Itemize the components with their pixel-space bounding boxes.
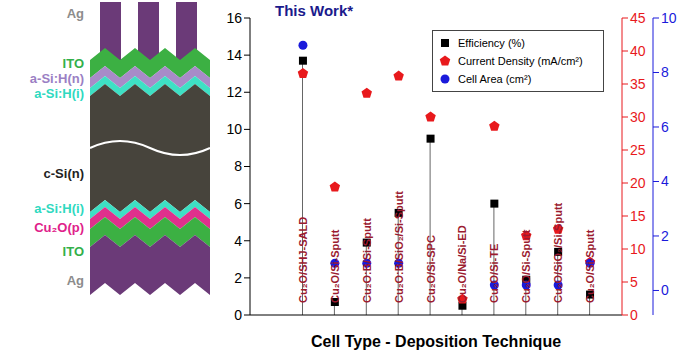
svg-text:a-Si:H(i): a-Si:H(i) <box>34 86 84 101</box>
svg-text:10: 10 <box>226 121 242 137</box>
svg-text:Cu₂O/Si-Sputt: Cu₂O/Si-Sputt <box>329 229 341 303</box>
svg-text:Cu₂O/Si-SPC: Cu₂O/Si-SPC <box>425 235 437 303</box>
svg-text:12: 12 <box>226 84 242 100</box>
svg-text:Cu₂O/Si-Sputt: Cu₂O/Si-Sputt <box>520 229 532 303</box>
svg-text:Cu₂O/SHJ-SALD: Cu₂O/SHJ-SALD <box>297 217 309 303</box>
svg-text:Ag: Ag <box>67 6 84 21</box>
html-text:This Work*: This Work* <box>275 2 354 19</box>
svg-text:Cu₂O/SiO₂/Si-Sputt: Cu₂O/SiO₂/Si-Sputt <box>552 202 564 303</box>
svg-text:ITO: ITO <box>63 56 84 71</box>
svg-text:35: 35 <box>630 76 646 92</box>
svg-text:4: 4 <box>661 173 669 189</box>
svg-text:c-Si(n): c-Si(n) <box>44 166 84 181</box>
svg-text:a-Si:H(i): a-Si:H(i) <box>34 201 84 216</box>
svg-text:6: 6 <box>234 196 242 212</box>
svg-text:20: 20 <box>630 175 646 191</box>
svg-text:Cu₂O/Na/Si-ED: Cu₂O/Na/Si-ED <box>456 225 468 303</box>
svg-text:6: 6 <box>661 119 669 135</box>
svg-text:Cell Type - Deposition Techniq: Cell Type - Deposition Technique <box>311 333 561 350</box>
svg-text:15: 15 <box>630 208 646 224</box>
html-text:Current Density (mA/cm²): Current Density (mA/cm²) <box>458 55 583 67</box>
svg-text:Ag: Ag <box>67 273 84 288</box>
svg-text:Cu₂O/Si-TE: Cu₂O/Si-TE <box>488 244 500 303</box>
svg-text:10: 10 <box>630 241 646 257</box>
svg-text:0: 0 <box>234 307 242 323</box>
svg-text:5: 5 <box>630 274 638 290</box>
svg-text:a-Si:H(n): a-Si:H(n) <box>30 71 84 86</box>
svg-text:2: 2 <box>234 270 242 286</box>
svg-text:14: 14 <box>226 47 242 63</box>
svg-text:16: 16 <box>226 10 242 26</box>
svg-text:45: 45 <box>630 10 646 26</box>
svg-text:25: 25 <box>630 142 646 158</box>
svg-text:0: 0 <box>630 307 638 323</box>
svg-text:30: 30 <box>630 109 646 125</box>
svg-text:2: 2 <box>661 228 669 244</box>
svg-text:8: 8 <box>234 158 242 174</box>
html-text:Cell Area (cm²): Cell Area (cm²) <box>458 73 532 85</box>
svg-text:10: 10 <box>661 10 677 26</box>
svg-text:8: 8 <box>661 64 669 80</box>
svg-text:40: 40 <box>630 43 646 59</box>
svg-text:Cu₂O/Si-Sputt: Cu₂O/Si-Sputt <box>584 229 596 303</box>
svg-text:Cu₂O:B/Si-Sputt: Cu₂O:B/Si-Sputt <box>361 218 373 303</box>
svg-text:ITO: ITO <box>63 244 84 259</box>
html-text:Efficiency (%): Efficiency (%) <box>458 37 525 49</box>
svg-text:4: 4 <box>234 233 242 249</box>
svg-text:0: 0 <box>661 282 669 298</box>
svg-text:Cu₂O(p): Cu₂O(p) <box>34 220 84 235</box>
svg-text:Cu₂O:B/SiO₂/Si-Sputt: Cu₂O:B/SiO₂/Si-Sputt <box>393 191 405 303</box>
